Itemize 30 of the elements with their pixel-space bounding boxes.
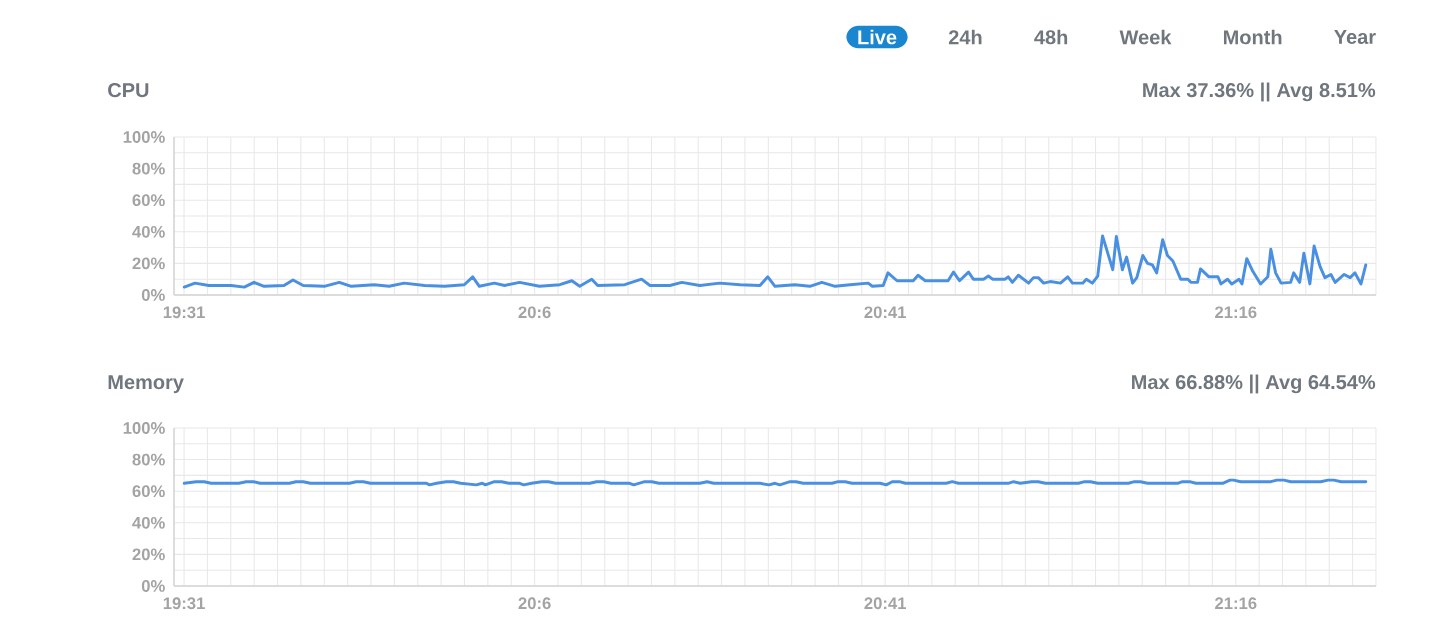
- x-tick-label: 21:16: [1215, 306, 1257, 319]
- text: Live: [858, 29, 897, 45]
- chart-title: Memory: [108, 375, 184, 394]
- text: 24h: [948, 29, 982, 45]
- chart-subtitle: Max 66.88% || Avg 64.54%: [1132, 374, 1376, 394]
- text: Month: [1223, 29, 1282, 45]
- y-tick-label: 60%: [132, 485, 165, 498]
- x-tick-label: 20:6: [518, 306, 551, 319]
- y-tick-label: 40%: [132, 516, 165, 529]
- y-tick-label: 20%: [132, 257, 165, 270]
- y-tick-label: 0%: [141, 580, 165, 592]
- text: Year: [1334, 30, 1376, 44]
- y-tick-label: 60%: [132, 194, 165, 207]
- y-tick-label: 20%: [132, 548, 165, 561]
- y-tick-label: 40%: [132, 225, 165, 238]
- text: 48h: [1034, 29, 1068, 45]
- x-tick-label: 20:6: [518, 597, 551, 610]
- x-tick-label: 19:31: [163, 306, 205, 319]
- y-tick-label: 80%: [132, 162, 165, 175]
- y-tick-label: 100%: [123, 422, 165, 434]
- x-tick-label: 21:16: [1215, 597, 1257, 610]
- x-tick-label: 20:41: [864, 597, 907, 610]
- text: Week: [1119, 29, 1172, 45]
- x-tick-label: 19:31: [163, 597, 205, 610]
- chart-title: CPU: [108, 83, 149, 98]
- x-tick-label: 20:41: [864, 306, 907, 319]
- y-tick-label: 100%: [123, 131, 165, 143]
- y-tick-label: 0%: [141, 289, 165, 301]
- chart-subtitle: Max 37.36% || Avg 8.51%: [1143, 82, 1376, 102]
- y-tick-label: 80%: [132, 453, 165, 466]
